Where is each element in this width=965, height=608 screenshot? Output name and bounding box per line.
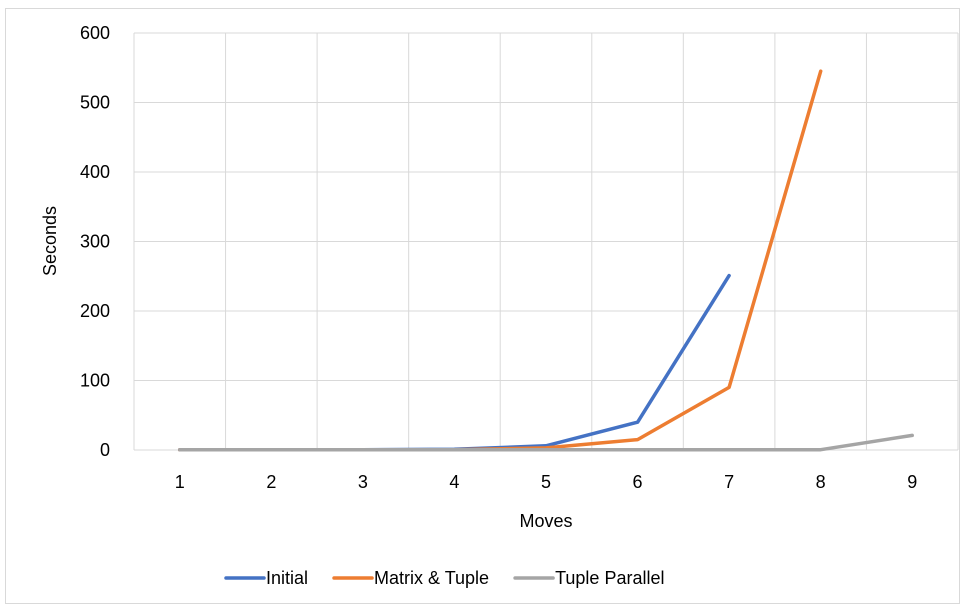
y-tick-label: 400 bbox=[80, 162, 110, 182]
x-tick-labels: 1 2 3 4 5 6 7 8 9 bbox=[175, 472, 917, 492]
x-tick-label: 7 bbox=[724, 472, 734, 492]
legend-item-initial: Initial bbox=[224, 568, 308, 588]
x-tick-label: 8 bbox=[816, 472, 826, 492]
y-tick-label: 0 bbox=[100, 440, 110, 460]
y-tick-label: 100 bbox=[80, 371, 110, 391]
y-axis-title: Seconds bbox=[40, 206, 60, 276]
y-tick-label: 300 bbox=[80, 232, 110, 252]
legend-label: Tuple Parallel bbox=[555, 568, 664, 588]
y-tick-label: 600 bbox=[80, 23, 110, 43]
series-lines bbox=[178, 69, 914, 452]
legend-item-matrix-tuple: Matrix & Tuple bbox=[332, 568, 489, 588]
legend: Initial Matrix & Tuple Tuple Parallel bbox=[224, 568, 664, 588]
x-tick-label: 3 bbox=[358, 472, 368, 492]
x-axis-title: Moves bbox=[519, 511, 572, 531]
legend-item-tuple-parallel: Tuple Parallel bbox=[513, 568, 664, 588]
y-tick-labels: 0 100 200 300 400 500 600 bbox=[80, 23, 110, 460]
x-tick-label: 6 bbox=[633, 472, 643, 492]
y-tick-label: 200 bbox=[80, 301, 110, 321]
series-line-tuple-parallel bbox=[178, 433, 914, 452]
y-tick-label: 500 bbox=[80, 93, 110, 113]
x-tick-label: 9 bbox=[907, 472, 917, 492]
x-tick-label: 4 bbox=[449, 472, 459, 492]
chart-frame bbox=[5, 8, 960, 604]
legend-label: Initial bbox=[266, 568, 308, 588]
legend-label: Matrix & Tuple bbox=[374, 568, 489, 588]
x-tick-label: 2 bbox=[266, 472, 276, 492]
x-tick-label: 5 bbox=[541, 472, 551, 492]
x-tick-label: 1 bbox=[175, 472, 185, 492]
grid-lines bbox=[133, 32, 959, 451]
series-line-initial bbox=[178, 273, 731, 452]
